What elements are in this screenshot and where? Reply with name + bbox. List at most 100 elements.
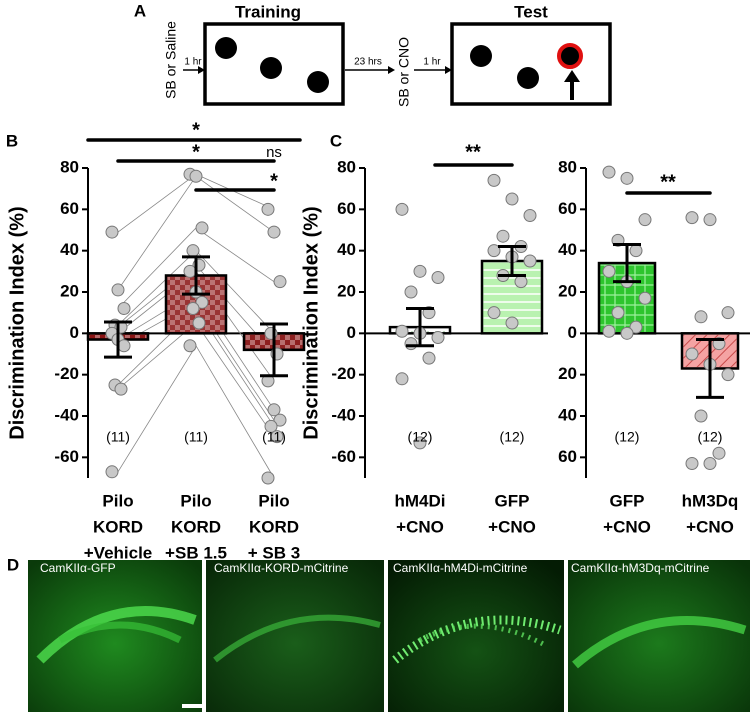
- image-label: CamKIIα-hM4Di-mCitrine: [393, 561, 528, 575]
- y-tick-label: 0: [347, 323, 356, 342]
- data-point: [620, 171, 634, 185]
- data-point: [105, 225, 119, 239]
- image-label: CamKIIα-KORD-mCitrine: [214, 561, 349, 575]
- n-label: (11): [184, 429, 208, 445]
- data-point: [431, 330, 445, 344]
- data-point: [523, 209, 537, 223]
- data-point: [264, 419, 278, 433]
- micrograph: [568, 560, 750, 712]
- moved-object: [557, 43, 583, 69]
- panel-d: D CamKIIα-GFP CamKIIα-KORD-mCitrine CamK…: [7, 555, 750, 712]
- x-tick-label: GFP: [495, 491, 530, 510]
- data-point: [267, 225, 281, 239]
- x-tick-label: +Vehicle: [84, 543, 153, 562]
- data-point: [620, 326, 634, 340]
- n-label: (12): [500, 429, 525, 445]
- y-tick-label: 20: [337, 281, 356, 300]
- y-tick-label: -60: [54, 447, 79, 466]
- data-point: [186, 244, 200, 258]
- x-tick-label: +CNO: [603, 517, 651, 536]
- data-point: [487, 173, 501, 187]
- data-point: [629, 320, 643, 334]
- data-point: [487, 306, 501, 320]
- data-point: [685, 457, 699, 471]
- x-tick-label: KORD: [249, 517, 299, 536]
- significance-label: *: [192, 141, 200, 163]
- y-tick-label: -40: [54, 405, 79, 424]
- x-tick-label: Pilo: [180, 491, 211, 510]
- data-point: [602, 264, 616, 278]
- y-tick-label: -20: [54, 364, 79, 383]
- data-point: [273, 275, 287, 289]
- image-label: CamKIIα-hM3Dq-mCitrine: [571, 561, 710, 575]
- x-tick-label: Pilo: [102, 491, 133, 510]
- data-point: [413, 436, 427, 450]
- n-label: (12): [615, 429, 640, 445]
- panel-label: A: [134, 1, 146, 20]
- y-tick-label: 0: [568, 323, 577, 342]
- x-tick-label: +CNO: [686, 517, 734, 536]
- x-tick-label: hM3Dq: [682, 491, 739, 510]
- image-label: CamKIIα-GFP: [40, 561, 116, 575]
- data-point: [404, 285, 418, 299]
- data-point: [195, 295, 209, 309]
- y-tick-label: 0: [70, 323, 79, 342]
- x-tick-label: hM4Di: [395, 491, 446, 510]
- data-point: [192, 316, 206, 330]
- y-tick-label: -60: [331, 447, 356, 466]
- data-point: [638, 213, 652, 227]
- data-point: [183, 339, 197, 353]
- y-tick-label: 20: [558, 364, 577, 383]
- y-tick-label: 60: [60, 199, 79, 218]
- panel-label: B: [6, 131, 18, 150]
- data-point: [611, 306, 625, 320]
- y-tick-label: 20: [558, 281, 577, 300]
- y-tick-label: 80: [337, 157, 356, 176]
- y-tick-label: 40: [337, 240, 356, 259]
- significance-label: ns: [266, 144, 282, 161]
- y-tick-label: 80: [60, 157, 79, 176]
- data-point: [186, 302, 200, 316]
- delay-label: 23 hrs: [354, 57, 382, 68]
- data-point: [602, 324, 616, 338]
- data-point: [694, 310, 708, 324]
- data-point: [721, 368, 735, 382]
- data-point: [395, 372, 409, 386]
- data-point: [261, 471, 275, 485]
- data-point: [523, 254, 537, 268]
- x-tick-label: KORD: [93, 517, 143, 536]
- subject-line: [117, 173, 275, 233]
- y-tick-label: -40: [331, 405, 356, 424]
- data-point: [267, 403, 281, 417]
- significance-label: **: [660, 171, 676, 193]
- x-tick-label: KORD: [171, 517, 221, 536]
- test-title: Test: [514, 2, 548, 21]
- data-point: [685, 347, 699, 361]
- data-point: [685, 211, 699, 225]
- object: [307, 71, 329, 93]
- data-point: [117, 339, 131, 353]
- data-point: [261, 202, 275, 216]
- data-point: [111, 283, 125, 297]
- significance-label: *: [192, 119, 200, 141]
- y-tick-label: 60: [337, 199, 356, 218]
- data-point: [189, 169, 203, 183]
- data-point: [505, 192, 519, 206]
- significance-label: *: [270, 170, 278, 192]
- data-point: [602, 165, 616, 179]
- x-tick-label: Pilo: [258, 491, 289, 510]
- y-tick-label: 60: [558, 199, 577, 218]
- data-point: [712, 446, 726, 460]
- x-tick-label: +CNO: [488, 517, 536, 536]
- data-point: [514, 275, 528, 289]
- data-point: [195, 221, 209, 235]
- n-label: (12): [408, 429, 433, 445]
- object: [260, 57, 282, 79]
- panel-label: C: [330, 131, 342, 150]
- data-point: [703, 457, 717, 471]
- x-tick-label: + SB 3: [248, 543, 300, 562]
- y-axis-label: Discrimination Index (%): [300, 206, 322, 439]
- data-point: [183, 264, 197, 278]
- object: [517, 67, 539, 89]
